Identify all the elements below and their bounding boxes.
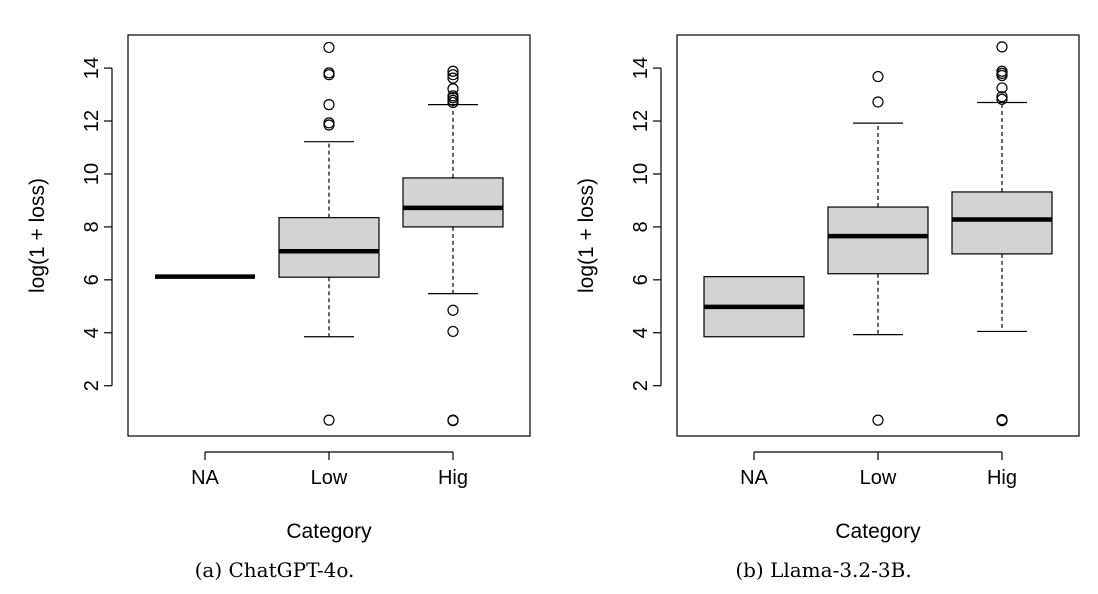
x-tick-label: Hig — [987, 467, 1017, 489]
outlier-point — [447, 90, 459, 102]
y-tick-label: 12 — [630, 110, 652, 132]
outlier-point — [996, 91, 1008, 103]
y-axis-title: log(1 + loss) — [26, 178, 49, 293]
outlier-point — [447, 69, 459, 81]
y-tick-label: 10 — [81, 163, 103, 185]
boxplot-chart-b: 2 4 6 8 10 12 14 NA Low Hig Category log(1 + loss) — [575, 34, 1080, 543]
outlier-point — [323, 117, 335, 129]
y-tick-label: 12 — [81, 110, 103, 132]
chart-panel-b: 2 4 6 8 10 12 14 NA Low Hig Category log(1 + loss) … — [549, 0, 1098, 594]
x-tick-label: Low — [311, 467, 348, 489]
chart-panel-a: 2 4 6 8 10 12 14 NA Low Hig Category log(1 + loss) … — [26, 34, 531, 582]
y-tick-label: 4 — [81, 327, 103, 338]
plot-frame — [676, 34, 1080, 437]
box-hig — [951, 41, 1053, 427]
box-iqr — [402, 177, 504, 228]
outlier-point — [996, 93, 1008, 105]
outlier-point — [447, 65, 459, 77]
outlier-point — [447, 325, 459, 338]
outlier-point — [872, 414, 884, 426]
box-na — [703, 276, 805, 338]
outlier-point — [872, 70, 884, 83]
y-tick-label: 14 — [81, 57, 103, 79]
outlier-point — [996, 413, 1008, 426]
x-tick-label: Hig — [438, 467, 468, 489]
y-axis-title: log(1 + loss) — [575, 178, 598, 293]
x-axis-title: Category — [286, 520, 372, 543]
outlier-point — [996, 67, 1008, 79]
box-low — [827, 70, 929, 426]
outlier-point — [447, 94, 459, 106]
box-low — [278, 41, 380, 426]
x-tick-label: NA — [740, 467, 768, 489]
y-tick-label: 6 — [630, 274, 652, 285]
y-tick-label: 4 — [630, 327, 652, 338]
outlier-point — [996, 41, 1008, 53]
outlier-point — [323, 67, 335, 79]
boxplot-chart-a: 2 4 6 8 10 12 14 NA Low Hig Category log(1 + loss) — [26, 34, 531, 543]
outlier-point — [323, 119, 335, 131]
x-axis-title: Category — [835, 520, 921, 543]
outlier-point — [996, 65, 1008, 77]
y-tick-label: 2 — [81, 380, 103, 391]
outlier-point — [447, 414, 459, 426]
outlier-point — [996, 82, 1008, 94]
chart-caption: (a) ChatGPT-4o. — [194, 558, 355, 582]
box-iqr — [951, 191, 1053, 255]
y-tick-label: 8 — [81, 221, 103, 232]
box-iqr — [827, 206, 929, 275]
outlier-point — [323, 414, 335, 426]
y-tick-label: 14 — [630, 57, 652, 79]
chart-caption: (b) Llama-3.2-3B. — [735, 558, 912, 582]
plot-frame — [127, 34, 531, 437]
y-tick-label: 8 — [630, 221, 652, 232]
outlier-point — [323, 99, 335, 111]
y-tick-label: 10 — [630, 163, 652, 185]
x-tick-label: NA — [191, 467, 219, 489]
outlier-point — [447, 304, 459, 316]
outlier-point — [872, 96, 884, 108]
x-tick-label: Low — [860, 467, 897, 489]
y-tick-label: 2 — [630, 380, 652, 391]
box-iqr — [278, 217, 380, 278]
outlier-point — [447, 72, 459, 84]
outlier-point — [323, 41, 335, 54]
box-hig — [402, 65, 504, 427]
y-tick-label: 6 — [81, 274, 103, 285]
